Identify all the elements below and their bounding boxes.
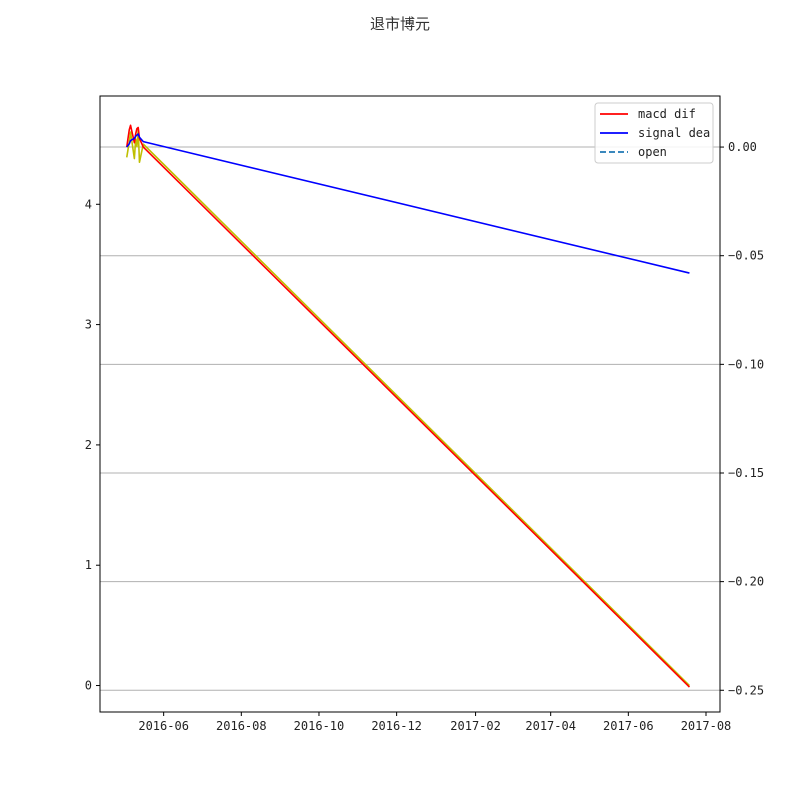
legend-box	[594, 102, 714, 164]
legend-label: signal dea	[638, 126, 710, 140]
left-y-tick-label: 3	[85, 318, 92, 332]
right-y-tick-label: −0.15	[728, 466, 764, 480]
left-y-tick-label: 2	[85, 438, 92, 452]
right-y-tick-label: −0.10	[728, 357, 764, 371]
series-line-open	[125, 128, 691, 687]
series-layer	[125, 124, 691, 688]
legend-label: macd dif	[638, 107, 696, 121]
left-y-tick-label: 1	[85, 558, 92, 572]
x-tick-label: 2016-12	[371, 719, 422, 733]
plot-frame	[99, 95, 721, 713]
right-y-tick-label: 0.00	[728, 140, 757, 154]
x-tick-label: 2016-10	[294, 719, 345, 733]
right-y-tick-label: −0.20	[728, 575, 764, 589]
left-y-axis: 0 1 2 3 4	[85, 197, 100, 693]
legend: macd dif signal dea open	[594, 102, 714, 164]
x-axis: 2016-06 2016-08 2016-10 2016-12 2017-02 2017-…	[138, 712, 731, 733]
legend-label: open	[638, 145, 667, 159]
right-y-tick-label: −0.05	[728, 249, 764, 263]
right-y-axis: 0.00 −0.05 −0.10 −0.15 −0.20 −0.25	[720, 140, 764, 697]
chart-title: 退市博元	[370, 15, 430, 33]
x-tick-label: 2017-02	[450, 719, 501, 733]
series-line-macd-dif	[125, 124, 691, 688]
right-y-tick-label: −0.25	[728, 683, 764, 697]
gridlines	[100, 146, 720, 691]
x-tick-label: 2016-06	[138, 719, 189, 733]
left-y-tick-label: 0	[85, 679, 92, 693]
x-tick-label: 2017-08	[681, 719, 732, 733]
left-y-tick-label: 4	[85, 197, 92, 211]
x-tick-label: 2016-08	[216, 719, 267, 733]
series-line-signal-dea	[126, 133, 690, 274]
x-tick-label: 2017-06	[603, 719, 654, 733]
x-tick-label: 2017-04	[525, 719, 576, 733]
